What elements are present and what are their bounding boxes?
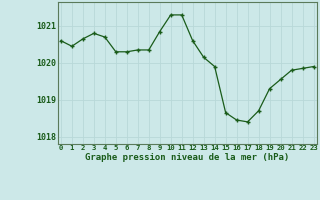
X-axis label: Graphe pression niveau de la mer (hPa): Graphe pression niveau de la mer (hPa) [85, 153, 289, 162]
